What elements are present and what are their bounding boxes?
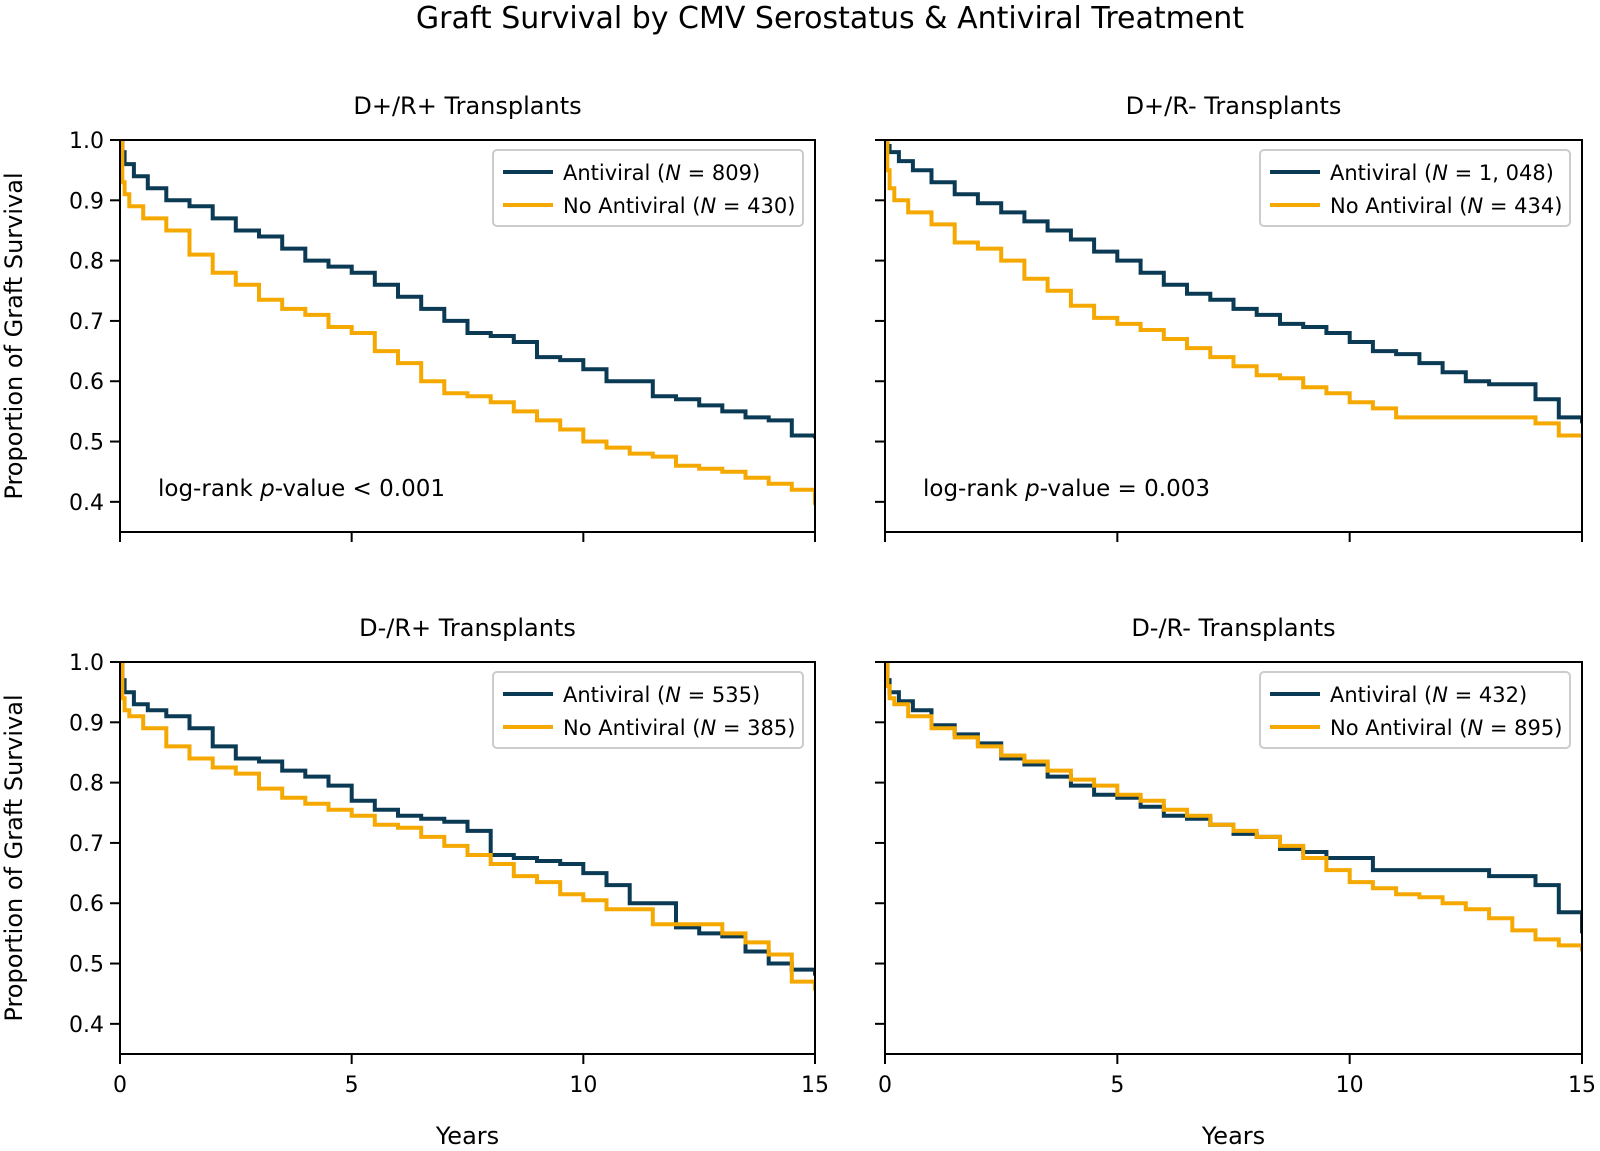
y-axis-label: Proportion of Graft Survival	[0, 172, 28, 499]
legend-entry: No Antiviral (N = 434)	[1330, 194, 1562, 218]
legend: Antiviral (N = 809) No Antiviral (N = 430…	[492, 149, 804, 227]
legend: Antiviral (N = 432) No Antiviral (N = 895…	[1259, 671, 1571, 749]
y-tick-label: 0.9	[69, 711, 104, 736]
legend: Antiviral (N = 535) No Antiviral (N = 385…	[492, 671, 804, 749]
x-tick-label: 0	[113, 1073, 127, 1098]
chart-panel-2: D+/R- Transplants Antiviral (N = 1, 048) N…	[875, 92, 1583, 542]
legend-entry: No Antiviral (N = 385)	[563, 716, 795, 740]
x-tick-label: 5	[1110, 1073, 1124, 1098]
series-line-antiviral	[120, 140, 815, 439]
y-tick-label: 0.7	[69, 832, 104, 857]
y-tick-label: 0.6	[69, 892, 104, 917]
legend-box	[492, 671, 804, 749]
annotation-pvalue: log-rank p-value = 0.003	[923, 476, 1210, 502]
legend-entry: Antiviral (N = 1, 048)	[1330, 161, 1554, 185]
y-tick-label: 0.8	[69, 250, 104, 275]
legend-box	[1259, 149, 1571, 227]
series-line-no-antiviral	[120, 140, 815, 505]
panel-title: D-/R- Transplants	[1131, 614, 1335, 642]
y-tick-label: 0.6	[69, 370, 104, 395]
y-tick-label: 0.9	[69, 189, 104, 214]
chart-panel-3: D-/R+ Transplants 0.4 0.5 0.6 0.7 0.8 0.9 1.0 0 5…	[0, 614, 829, 1150]
y-tick-label: 0.8	[69, 772, 104, 797]
series-line-antiviral	[120, 662, 815, 976]
legend-entry: Antiviral (N = 432)	[1330, 683, 1527, 707]
x-axis-label: Years	[1201, 1122, 1265, 1150]
annotation-pvalue: log-rank p-value < 0.001	[158, 476, 445, 502]
legend-entry: Antiviral (N = 535)	[563, 683, 760, 707]
series-line-antiviral	[885, 140, 1582, 424]
x-tick-label: 15	[1568, 1073, 1596, 1098]
panel-title: D-/R+ Transplants	[359, 614, 576, 642]
y-tick-label: 0.4	[69, 1013, 104, 1038]
x-tick-label: 10	[1336, 1073, 1364, 1098]
panels: D+/R+ Transplants 0.4 0.5 0.6 0.7 0.8 0.9 1.0 Pr…	[0, 92, 1596, 1150]
plot-frame	[119, 139, 816, 533]
x-tick-label: 5	[345, 1073, 359, 1098]
y-tick-label: 0.5	[69, 431, 104, 456]
chart-panel-4: D-/R- Transplants 0 5 10 15 Years Antiviral (N…	[875, 614, 1596, 1150]
x-tick-label: 10	[569, 1073, 597, 1098]
chart-panel-1: D+/R+ Transplants 0.4 0.5 0.6 0.7 0.8 0.9 1.0 Pr…	[0, 92, 816, 542]
legend-box	[1259, 671, 1571, 749]
figure-title: Graft Survival by CMV Serostatus & Antiv…	[416, 1, 1244, 36]
legend: Antiviral (N = 1, 048) No Antiviral (N = …	[1259, 149, 1571, 227]
x-tick-label: 15	[801, 1073, 829, 1098]
y-tick-label: 1.0	[69, 129, 104, 154]
x-axis-label: Years	[435, 1122, 499, 1150]
y-tick-label: 0.5	[69, 953, 104, 978]
panel-title: D+/R+ Transplants	[353, 92, 581, 120]
series-line-no-antiviral	[885, 140, 1582, 438]
y-tick-label: 0.4	[69, 491, 104, 516]
x-tick-label: 0	[878, 1073, 892, 1098]
series-line-no-antiviral	[885, 662, 1582, 952]
y-tick-label: 0.7	[69, 310, 104, 335]
plot-frame	[884, 139, 1583, 533]
y-tick-label: 1.0	[69, 651, 104, 676]
legend-entry: No Antiviral (N = 895)	[1330, 716, 1562, 740]
series-line-no-antiviral	[120, 662, 815, 991]
plot-frame	[119, 661, 816, 1055]
legend-entry: No Antiviral (N = 430)	[563, 194, 795, 218]
y-axis-label: Proportion of Graft Survival	[0, 694, 28, 1021]
plot-frame	[884, 661, 1583, 1055]
legend-entry: Antiviral (N = 809)	[563, 161, 760, 185]
legend-box	[492, 149, 804, 227]
panel-title: D+/R- Transplants	[1126, 92, 1342, 120]
